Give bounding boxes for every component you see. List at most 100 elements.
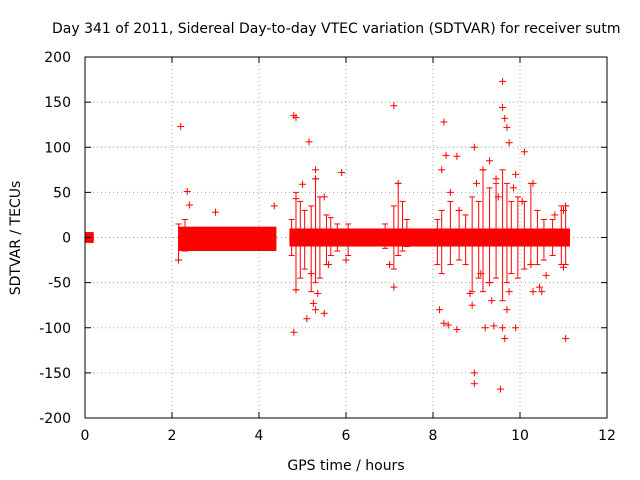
y-tick-label: 150 (44, 95, 71, 111)
y-tick-label: -50 (48, 276, 71, 292)
y-tick-label: 200 (44, 50, 71, 66)
data-point (312, 175, 320, 183)
data-point (307, 270, 315, 278)
data-point (529, 288, 537, 296)
data-point (303, 315, 311, 323)
data-point (386, 261, 393, 269)
data-point (542, 271, 550, 279)
data-point (536, 283, 544, 291)
data-point (538, 288, 546, 296)
data-point (501, 335, 509, 343)
data-point (312, 166, 320, 174)
data-point (496, 385, 504, 393)
data-point (503, 123, 511, 131)
data-point (338, 169, 346, 177)
data-point (342, 256, 350, 264)
axis-ticks (84, 56, 608, 419)
data-point (305, 138, 313, 146)
data-point (551, 211, 559, 219)
data-point (473, 179, 480, 187)
data-point (212, 208, 219, 216)
data-point (436, 306, 444, 314)
y-tick-label: 0 (62, 231, 71, 247)
data-point (486, 157, 494, 165)
data-point (468, 301, 476, 309)
data-point (290, 328, 298, 336)
data-point (320, 309, 328, 317)
data-point (440, 118, 448, 126)
data-point (175, 256, 183, 264)
data-point (185, 201, 193, 209)
data-point (394, 179, 402, 187)
data-point (499, 104, 507, 112)
x-tick-label: 8 (429, 428, 438, 444)
data-point (325, 261, 333, 269)
data-point (440, 319, 448, 327)
y-axis-title: SDTVAR / TECUs (8, 181, 24, 296)
data-point (446, 188, 454, 196)
x-tick-label: 2 (168, 428, 177, 444)
data-point (270, 202, 278, 210)
data-point (512, 324, 520, 332)
y-tick-label: -200 (39, 411, 71, 427)
data-point (505, 139, 513, 147)
dense-band-core (178, 235, 277, 242)
data-point (562, 335, 570, 343)
data-point (486, 279, 494, 287)
y-tick-label: -150 (39, 366, 71, 382)
data-point (479, 166, 487, 174)
data-point (438, 166, 446, 174)
data-point (488, 297, 496, 305)
x-tick-label: 0 (81, 428, 90, 444)
x-tick-label: 6 (342, 428, 351, 444)
chart-title: Day 341 of 2011, Sidereal Day-to-day VTE… (52, 21, 621, 37)
data-point (470, 369, 478, 377)
data-point (299, 180, 306, 188)
data-point (390, 283, 398, 291)
data-point (466, 289, 474, 297)
data-point (442, 151, 450, 159)
data-point (499, 77, 507, 85)
data-point (518, 197, 526, 205)
data-point (177, 122, 185, 130)
data-point (470, 143, 478, 151)
data-point (503, 306, 511, 314)
data-point (477, 270, 485, 278)
data-point (562, 202, 570, 210)
x-axis-title: GPS time / hours (287, 458, 404, 474)
data-point (527, 261, 535, 269)
data-point (560, 263, 567, 271)
data-point (455, 206, 463, 214)
x-tick-label: 4 (255, 428, 264, 444)
data-point (314, 289, 322, 297)
data-point (320, 193, 328, 201)
data-point (183, 187, 191, 195)
data-point (390, 102, 398, 110)
data-points (85, 77, 571, 393)
data-point (490, 322, 498, 330)
data-point (520, 148, 528, 156)
x-tick-label: 12 (598, 428, 616, 444)
y-tick-label: -100 (39, 321, 71, 337)
y-tick-label: 100 (44, 140, 71, 156)
y-tick-label: 50 (53, 185, 71, 201)
x-tick-label: 10 (511, 428, 529, 444)
data-point (312, 306, 320, 314)
data-point (470, 380, 478, 388)
data-point (481, 324, 489, 332)
data-point (560, 206, 567, 214)
data-point (453, 152, 461, 160)
data-point (292, 286, 300, 294)
data-point (292, 195, 300, 203)
data-point (492, 175, 500, 183)
data-point (509, 184, 517, 192)
data-point (292, 113, 300, 121)
data-point (512, 170, 520, 178)
data-point (494, 193, 502, 201)
dense-band-core (289, 234, 571, 241)
data-point (444, 321, 452, 329)
data-point (505, 288, 513, 296)
data-point (309, 299, 317, 307)
data-point (499, 324, 507, 332)
